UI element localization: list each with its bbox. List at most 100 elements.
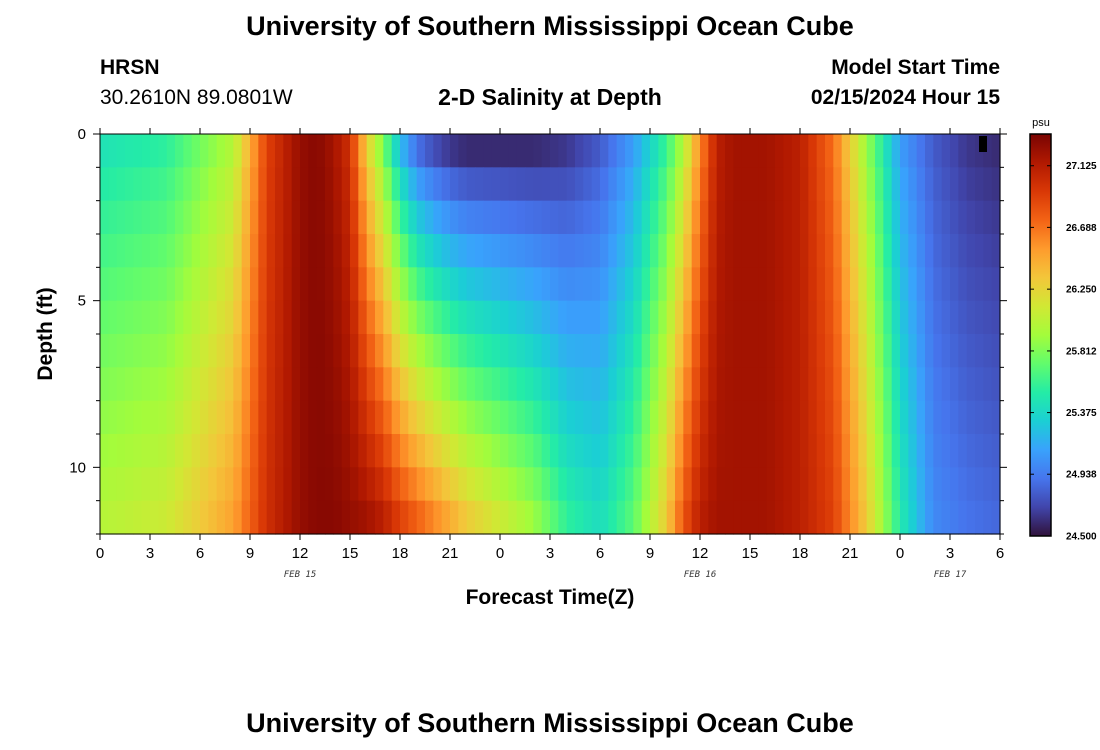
heatmap-cell <box>825 167 834 202</box>
heatmap-cell <box>708 134 718 168</box>
heatmap-cell <box>258 434 268 468</box>
heatmap-cell <box>708 300 718 335</box>
heatmap-cell <box>166 334 176 368</box>
heatmap-cell <box>575 267 584 302</box>
heatmap-cell <box>833 500 843 535</box>
heatmap-cell <box>966 367 976 402</box>
heatmap-cell <box>891 467 901 502</box>
heatmap-cell <box>158 167 168 202</box>
heatmap-cell <box>875 367 884 402</box>
heatmap-cell <box>533 234 543 268</box>
heatmap-cell <box>441 300 451 335</box>
heatmap-cell <box>308 234 318 268</box>
heatmap-cell <box>841 167 851 202</box>
heatmap-cell <box>433 234 443 268</box>
heatmap-cell <box>533 134 543 168</box>
heatmap-cell <box>950 500 959 535</box>
heatmap-cell <box>800 267 809 302</box>
heatmap-cell <box>766 234 776 268</box>
heatmap-cell <box>741 134 751 168</box>
heatmap-cell <box>583 334 593 368</box>
heatmap-cell <box>491 134 501 168</box>
heatmap-cell <box>141 234 151 268</box>
heatmap-cell <box>508 300 518 335</box>
heatmap-cell <box>233 267 243 302</box>
heatmap-cell <box>291 267 301 302</box>
heatmap-cell <box>800 234 809 268</box>
heatmap-cell <box>858 367 868 402</box>
heatmap-cell <box>283 400 293 435</box>
heatmap-cell <box>433 467 443 502</box>
page-title: University of Southern Mississippi Ocean… <box>246 11 854 41</box>
heatmap-cell <box>433 500 443 535</box>
heatmap-cell <box>908 400 918 435</box>
heatmap-cell <box>608 334 618 368</box>
heatmap-cell <box>933 200 943 235</box>
heatmap-cell <box>950 267 959 302</box>
heatmap-cell <box>308 467 318 502</box>
heatmap-cell <box>125 234 134 268</box>
heatmap-cell <box>133 300 143 335</box>
heatmap-cell <box>483 367 493 402</box>
heatmap-cell <box>291 234 301 268</box>
heatmap-cell <box>541 167 551 202</box>
heatmap-cell <box>383 467 393 502</box>
heatmap-cell <box>333 167 343 202</box>
heatmap-cell <box>433 134 443 168</box>
heatmap-cell <box>625 234 634 268</box>
heatmap-cell <box>608 234 618 268</box>
heatmap-cell <box>125 300 134 335</box>
heatmap-cell <box>966 167 976 202</box>
heatmap-cell <box>975 234 984 268</box>
x-date-label: FEB 17 <box>934 570 967 580</box>
heatmap-cell <box>316 134 326 168</box>
heatmap-cell <box>116 500 126 535</box>
heatmap-cell <box>408 334 418 368</box>
heatmap-cell <box>283 500 293 535</box>
heatmap-cell <box>350 300 359 335</box>
heatmap-cell <box>266 234 276 268</box>
heatmap-cell <box>433 267 443 302</box>
heatmap-cell <box>708 234 718 268</box>
heatmap-cell <box>925 434 934 468</box>
heatmap-cell <box>475 334 484 368</box>
heatmap-cell <box>183 167 193 202</box>
heatmap-cell <box>916 134 926 168</box>
heatmap-cell <box>633 200 643 235</box>
heatmap-cell <box>566 200 576 235</box>
heatmap-cell <box>408 234 418 268</box>
heatmap-cell <box>975 334 984 368</box>
heatmap-cell <box>291 367 301 402</box>
heatmap-cell <box>541 467 551 502</box>
heatmap-cell <box>175 234 184 268</box>
heatmap-cell <box>358 234 368 268</box>
heatmap-cell <box>333 300 343 335</box>
heatmap-cell <box>283 167 293 202</box>
heatmap-cell <box>275 334 284 368</box>
heatmap-cell <box>666 167 676 202</box>
heatmap-cell <box>316 234 326 268</box>
heatmap-cell <box>683 367 693 402</box>
heatmap-cell <box>158 400 168 435</box>
heatmap-cell <box>800 300 809 335</box>
heatmap-cell <box>791 267 801 302</box>
heatmap-cell <box>875 134 884 168</box>
heatmap-cell <box>300 334 309 368</box>
heatmap-cell <box>433 400 443 435</box>
heatmap-cell <box>858 334 868 368</box>
heatmap-cell <box>733 500 743 535</box>
heatmap-cell <box>325 267 334 302</box>
heatmap-cell <box>916 200 926 235</box>
heatmap-cell <box>583 267 593 302</box>
heatmap-cell <box>166 434 176 468</box>
heatmap-cell <box>216 234 226 268</box>
heatmap-cell <box>275 367 284 402</box>
heatmap-cell <box>400 367 409 402</box>
heatmap-cell <box>750 200 759 235</box>
heatmap-cell <box>533 267 543 302</box>
heatmap-cell <box>108 167 118 202</box>
heatmap-cell <box>816 234 826 268</box>
heatmap-cell <box>183 500 193 535</box>
heatmap-cell <box>683 400 693 435</box>
heatmap-cell <box>925 367 934 402</box>
